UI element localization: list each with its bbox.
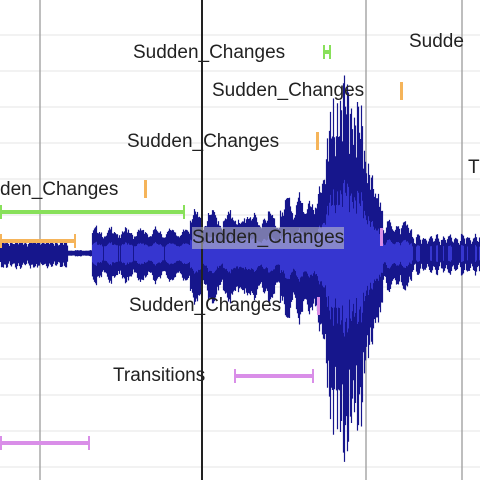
annotation-marker[interactable]: [380, 228, 383, 246]
annotation-label[interactable]: Sudden_Changes: [129, 295, 282, 316]
annotation-marker[interactable]: [144, 180, 147, 198]
annotation-label[interactable]: Sudden_Changes: [133, 42, 286, 63]
annotation-marker[interactable]: [316, 132, 319, 150]
annotation-label[interactable]: T: [468, 157, 480, 178]
annotation-label[interactable]: Sudden_Changes: [212, 80, 365, 101]
annotation-label[interactable]: Transitions: [113, 365, 206, 386]
annotation-marker[interactable]: [317, 297, 320, 315]
annotation-label[interactable]: Sudden_Changes: [127, 131, 280, 152]
annotation-label[interactable]: Sudde: [409, 31, 464, 52]
annotation-label-selected[interactable]: Sudden_Changes: [192, 227, 345, 249]
annotation-marker[interactable]: [400, 82, 403, 100]
annotation-label[interactable]: den_Changes: [0, 179, 119, 200]
